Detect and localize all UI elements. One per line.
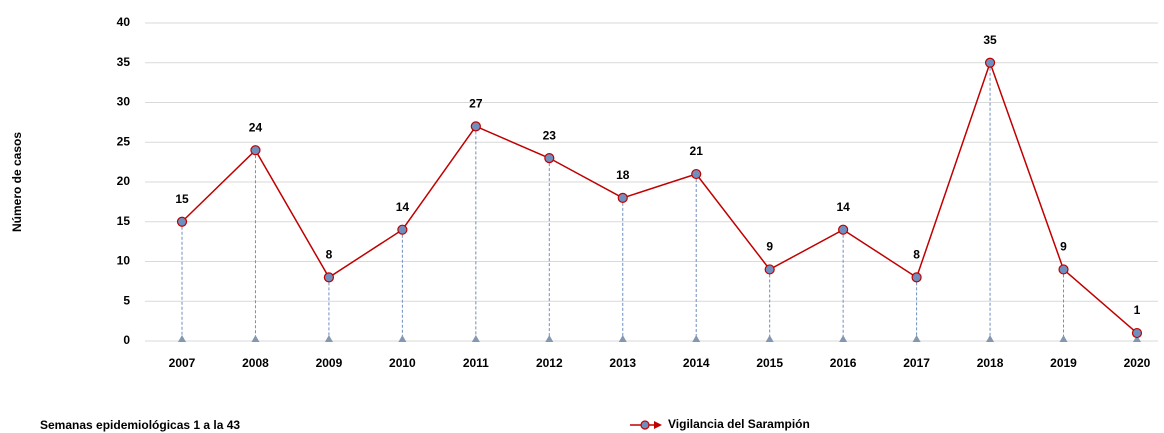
drop-base	[178, 335, 186, 342]
x-tick-label: 2013	[609, 356, 636, 370]
drop-base	[545, 335, 554, 342]
data-label: 9	[1060, 240, 1067, 254]
x-tick-label: 2009	[316, 356, 343, 370]
x-tick-label: 2010	[389, 356, 416, 370]
point	[397, 224, 408, 235]
data-label: 1	[1134, 303, 1141, 317]
drop-base	[324, 335, 333, 342]
point	[617, 192, 628, 203]
drop-base	[912, 335, 921, 342]
y-tick-label: 0	[123, 333, 130, 347]
x-tick-label: 2014	[683, 356, 710, 370]
data-label: 14	[836, 200, 850, 214]
point	[323, 272, 335, 283]
data-label: 35	[983, 33, 997, 47]
y-axis-title: Número de casos	[10, 132, 24, 232]
data-label: 9	[766, 240, 773, 254]
drop-base	[398, 335, 407, 342]
point	[764, 264, 775, 275]
point	[1131, 327, 1143, 339]
data-label: 8	[326, 248, 333, 262]
legend-label: Vigilancia del Sarampión	[668, 417, 810, 431]
data-label: 24	[249, 120, 263, 134]
point	[984, 57, 996, 68]
point	[691, 168, 702, 180]
drop-base	[765, 335, 774, 342]
x-tick-label: 2012	[536, 356, 563, 370]
y-tick-label: 10	[117, 254, 131, 268]
x-tick-label: 2015	[756, 356, 783, 370]
y-tick-label: 35	[117, 55, 131, 69]
data-label: 15	[175, 192, 189, 206]
drop-base	[692, 335, 701, 342]
drop-base	[839, 335, 848, 342]
series-line	[181, 60, 1138, 334]
drop-base	[1132, 335, 1141, 342]
x-tick-label: 2019	[1050, 356, 1077, 370]
y-tick-label: 30	[117, 95, 131, 109]
y-tick-label: 15	[117, 214, 131, 228]
legend-marker	[640, 420, 650, 430]
y-tick-label: 25	[117, 134, 131, 148]
drop-base	[618, 335, 627, 342]
x-tick-label: 2017	[903, 356, 930, 370]
point	[911, 272, 922, 283]
data-label: 23	[543, 128, 557, 142]
x-tick-label: 2020	[1124, 356, 1151, 370]
x-tick-label: 2018	[977, 356, 1004, 370]
data-label: 8	[913, 248, 920, 262]
data-label: 21	[690, 144, 704, 158]
drop-base	[251, 335, 260, 342]
y-tick-label: 40	[117, 15, 131, 29]
point	[544, 153, 555, 164]
y-tick-label: 20	[117, 174, 131, 188]
data-label: 14	[396, 200, 410, 214]
drop-base	[471, 335, 480, 342]
x-axis-title: Semanas epidemiológicas 1 a la 43	[40, 418, 240, 432]
drop-base	[986, 335, 995, 342]
x-tick-label: 2016	[830, 356, 857, 370]
point	[838, 224, 849, 235]
x-tick-label: 2008	[242, 356, 269, 370]
x-tick-label: 2007	[169, 356, 196, 370]
x-tick-label: 2011	[463, 356, 489, 370]
point	[470, 121, 481, 132]
point	[250, 145, 261, 156]
data-label: 27	[469, 97, 483, 111]
point	[176, 216, 188, 227]
data-label: 18	[616, 168, 630, 182]
y-tick-label: 5	[123, 293, 130, 307]
drop-base	[1059, 335, 1068, 342]
point	[1058, 264, 1069, 275]
